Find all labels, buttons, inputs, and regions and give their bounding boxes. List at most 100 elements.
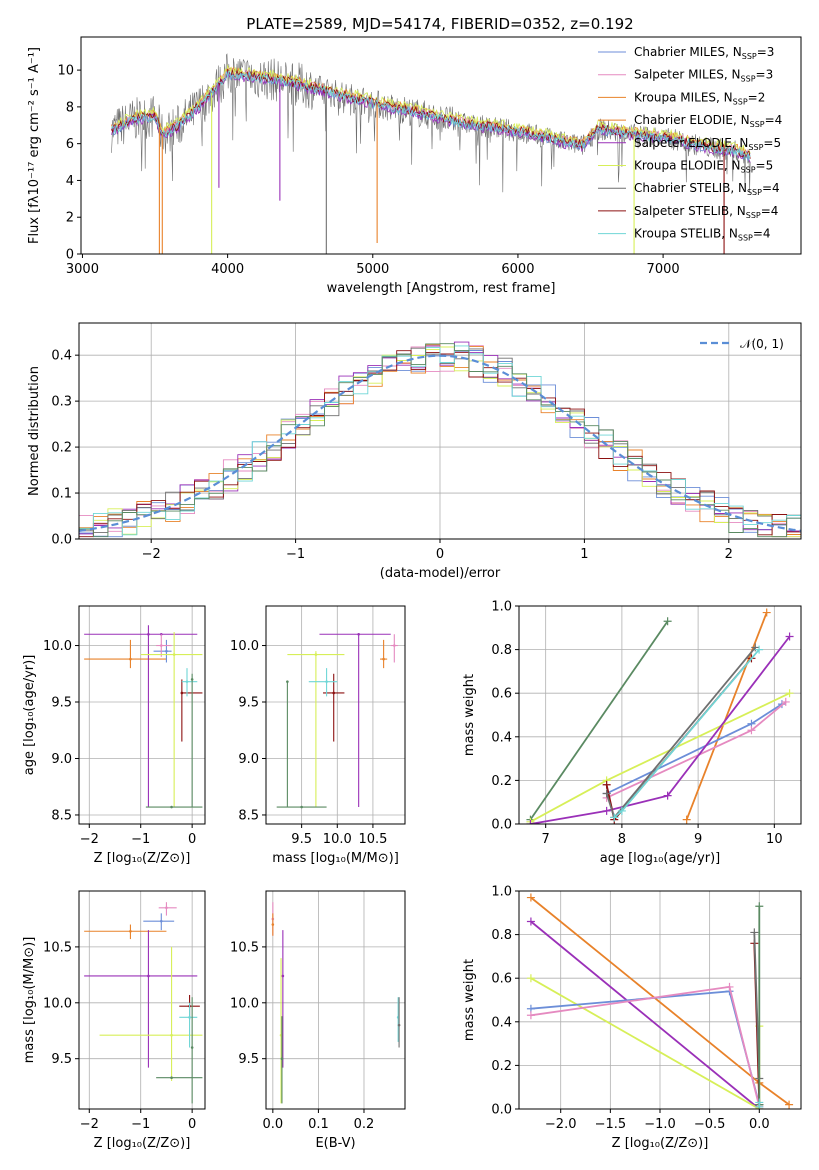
y-axis-label: Flux [fλ10⁻¹⁷ erg cm⁻² s⁻¹ A⁻¹] [27, 47, 42, 244]
legend-entry: Kroupa STELIB, NSSP=4 [634, 227, 771, 243]
weight-series-line [530, 920, 760, 1109]
x-axis-label: mass [log₁₀(M/M⊙)] [272, 851, 399, 866]
y-tick-label: 9.0 [51, 752, 72, 767]
plot-area [271, 902, 401, 1104]
y-tick-label: 0.2 [491, 1059, 512, 1074]
data-point [159, 644, 163, 647]
x-tick-label: −2.0 [545, 1117, 577, 1132]
y-tick-label: 2 [66, 211, 74, 226]
residuals-panel: −2 −1 0 1 2 0.0 0.1 0.2 0.3 0.4 (data-model)/error… [27, 322, 802, 581]
data-point [129, 929, 132, 933]
weight-point-marker [663, 617, 672, 626]
y-tick-label: 0.0 [51, 533, 72, 548]
x-tick-label: 0 [188, 832, 196, 847]
y-tick-label: 9.5 [238, 696, 259, 711]
axes-frame [265, 890, 406, 1110]
x-axis-label: Z [log₁₀(Z/Z⊙)] [94, 1136, 191, 1151]
x-tick-label: −2 [142, 547, 161, 562]
data-point [190, 1046, 194, 1049]
x-tick-label: −2 [80, 1117, 99, 1132]
data-point [147, 632, 150, 636]
x-tick-label: 0.0 [262, 1117, 283, 1132]
y-axis-label: mass weight [462, 959, 477, 1041]
weight-vs-metallicity-panel: −2.0 −1.5 −1.0 −0.5 0.0 0.0 0.2 0.4 0.6 0.8 1.0 Z [… [462, 885, 802, 1151]
spectrum-panel: 3000 4000 5000 6000 7000 0 2 4 6 8 10 wavelength [A… [27, 36, 802, 296]
y-tick-label: 1.0 [491, 600, 512, 615]
x-tick-label: 0.2 [354, 1117, 375, 1132]
x-axis-label: Z [log₁₀(Z/Z⊙)] [94, 851, 191, 866]
y-tick-label: 8 [66, 100, 74, 115]
plot-area [84, 625, 203, 809]
data-point [170, 1076, 173, 1079]
y-tick-label: 8.5 [238, 808, 259, 823]
legend-entry: Salpeter STELIB, NSSP=4 [634, 204, 778, 220]
weight-point-marker [781, 697, 790, 706]
x-tick-label: −0.5 [694, 1117, 726, 1132]
axes-frame [265, 605, 406, 825]
y-tick-label: 0.1 [51, 487, 72, 502]
x-tick-label: 10 [766, 832, 783, 847]
weight-series-line [529, 620, 669, 821]
weight-point-marker [750, 928, 759, 937]
legend-entry: Salpeter ELODIE, NSSP=5 [634, 136, 781, 152]
weight-point-marker [755, 645, 764, 654]
legend-entry: Chabrier ELODIE, NSSP=4 [634, 113, 782, 129]
data-point [314, 653, 318, 656]
y-tick-label: 0.3 [51, 395, 72, 410]
y-tick-label: 10.5 [43, 940, 72, 955]
x-tick-label: −1 [131, 1117, 150, 1132]
mass-vs-ebv-panel: 0.0 0.1 0.2 9.5 10.0 10.5 E(B-V) [230, 890, 406, 1151]
y-tick-label: 6 [66, 137, 74, 152]
x-tick-label: 0 [436, 547, 444, 562]
data-point [271, 923, 275, 926]
data-point [170, 805, 173, 809]
x-tick-label: 4000 [211, 262, 244, 277]
weight-point-marker [663, 791, 672, 800]
data-point [357, 632, 360, 636]
x-tick-label: 9 [694, 832, 702, 847]
plot-area [79, 341, 801, 538]
mass-vs-metallicity-panel: −2 −1 0 9.5 10.0 10.5 Z [log₁₀(Z/Z⊙)] mass [log… [22, 890, 206, 1151]
model-spectrum-line [111, 70, 751, 161]
x-tick-label: 0 [188, 1117, 196, 1132]
plot-area [84, 902, 203, 1104]
axes-frame [518, 605, 802, 825]
y-tick-label: 0.4 [491, 730, 512, 745]
data-point [393, 644, 396, 647]
axes-frame [78, 322, 802, 540]
data-point [190, 678, 194, 681]
data-point [280, 1057, 284, 1060]
x-tick-label: 0.0 [749, 1117, 770, 1132]
y-axis-label: mass weight [462, 674, 477, 756]
weight-point-marker [602, 789, 611, 798]
legend-entry: Chabrier MILES, NSSP=3 [634, 45, 774, 61]
weight-point-marker [785, 632, 794, 641]
x-tick-label: 1 [580, 547, 588, 562]
data-point [397, 1023, 401, 1027]
plot-area [526, 893, 794, 1109]
x-tick-label: 8 [618, 832, 626, 847]
y-tick-label: 4 [66, 174, 74, 189]
data-point [159, 919, 163, 923]
y-tick-label: 0 [66, 248, 74, 263]
weight-point-marker [602, 806, 611, 815]
y-axis-label: Normed distribution [27, 366, 42, 496]
figure-title: PLATE=2589, MJD=54174, FIBERID=0352, z=0… [246, 15, 633, 33]
axes-frame [80, 36, 802, 255]
data-point [172, 653, 176, 656]
x-axis-label: E(B-V) [315, 1136, 355, 1151]
weight-point-marker [526, 1011, 535, 1020]
data-point [188, 1016, 191, 1019]
x-tick-label: 7000 [647, 262, 680, 277]
residual-histogram [79, 345, 801, 538]
weight-series-line [530, 990, 761, 1105]
data-point [281, 974, 285, 978]
x-tick-label: −1 [286, 547, 305, 562]
weight-point-marker [617, 806, 626, 815]
data-point [382, 657, 385, 661]
weight-point-marker [747, 726, 756, 735]
y-tick-label: 0.2 [491, 774, 512, 789]
y-tick-label: 9.5 [238, 1052, 259, 1067]
legend-entry: Salpeter MILES, NSSP=3 [634, 68, 773, 84]
